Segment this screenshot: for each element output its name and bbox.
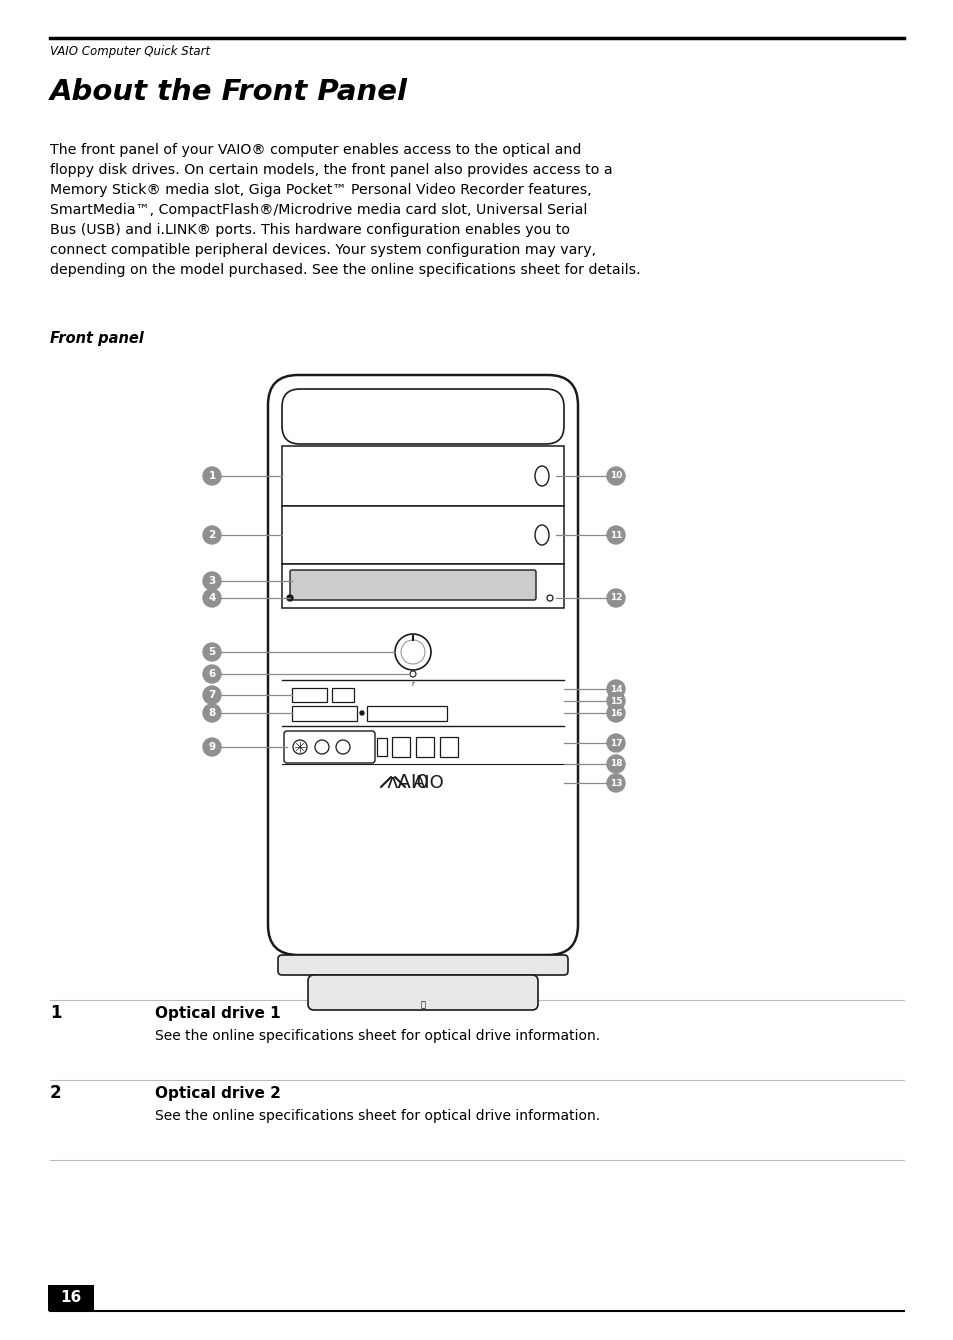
Text: 18: 18: [609, 760, 621, 769]
Text: 9: 9: [208, 742, 215, 752]
Text: See the online specifications sheet for optical drive information.: See the online specifications sheet for …: [154, 1110, 599, 1123]
Text: See the online specifications sheet for optical drive information.: See the online specifications sheet for …: [154, 1029, 599, 1043]
Bar: [332, 687, 354, 702]
Circle shape: [606, 468, 624, 485]
Text: 14: 14: [609, 685, 621, 694]
FancyBboxPatch shape: [290, 570, 536, 600]
Ellipse shape: [535, 466, 548, 486]
Circle shape: [287, 595, 293, 602]
Text: AIO: AIO: [413, 775, 444, 792]
Text: 8: 8: [208, 708, 215, 718]
Ellipse shape: [535, 525, 548, 545]
Text: 2: 2: [208, 531, 215, 540]
Circle shape: [203, 665, 221, 683]
Text: 16: 16: [60, 1290, 82, 1305]
Circle shape: [410, 671, 416, 677]
Circle shape: [203, 704, 221, 722]
Circle shape: [606, 734, 624, 752]
Circle shape: [203, 590, 221, 607]
Text: r: r: [411, 681, 414, 687]
Bar: [439, 737, 457, 757]
Text: 13: 13: [609, 779, 621, 788]
Text: VAIO Computer Quick Start: VAIO Computer Quick Start: [50, 46, 210, 58]
Text: 6: 6: [208, 669, 215, 679]
Text: 17: 17: [609, 738, 621, 748]
FancyBboxPatch shape: [308, 976, 537, 1010]
Text: 4: 4: [208, 594, 215, 603]
Bar: [282, 564, 563, 608]
Text: 3: 3: [208, 576, 215, 586]
Text: 1: 1: [50, 1004, 61, 1022]
FancyBboxPatch shape: [284, 732, 375, 762]
Text: 15: 15: [609, 697, 621, 705]
Circle shape: [606, 527, 624, 544]
Text: 2: 2: [50, 1084, 62, 1101]
Circle shape: [606, 754, 624, 773]
Bar: [367, 706, 447, 721]
Bar: [416, 737, 434, 757]
Circle shape: [359, 712, 364, 716]
Text: 12: 12: [609, 594, 621, 603]
Circle shape: [203, 572, 221, 590]
Text: 1: 1: [208, 470, 215, 481]
Bar: [292, 687, 327, 702]
Text: Optical drive 2: Optical drive 2: [154, 1085, 280, 1101]
Text: The front panel of your VAIO® computer enables access to the optical and
floppy : The front panel of your VAIO® computer e…: [50, 143, 640, 277]
Bar: [292, 706, 356, 721]
Text: Front panel: Front panel: [50, 331, 144, 346]
Bar: [376, 738, 387, 756]
Text: Optical drive 1: Optical drive 1: [154, 1006, 280, 1021]
FancyBboxPatch shape: [282, 389, 563, 444]
Text: 16: 16: [609, 709, 621, 717]
Circle shape: [606, 590, 624, 607]
Text: 10: 10: [609, 472, 621, 481]
Circle shape: [203, 643, 221, 661]
Bar: [282, 446, 563, 507]
Circle shape: [546, 595, 553, 602]
Text: About the Front Panel: About the Front Panel: [50, 78, 408, 106]
Text: ʌΑΙ0: ʌΑΙ0: [386, 773, 429, 792]
Circle shape: [335, 740, 350, 754]
Circle shape: [203, 527, 221, 544]
Circle shape: [203, 686, 221, 704]
Text: 11: 11: [609, 531, 621, 540]
Circle shape: [293, 740, 307, 754]
Circle shape: [606, 691, 624, 710]
Circle shape: [203, 738, 221, 756]
Text: 5: 5: [208, 647, 215, 657]
Circle shape: [606, 679, 624, 698]
Bar: [282, 507, 563, 564]
Text: 7: 7: [208, 690, 215, 699]
FancyBboxPatch shape: [268, 375, 578, 955]
Circle shape: [203, 468, 221, 485]
Circle shape: [606, 704, 624, 722]
FancyBboxPatch shape: [277, 955, 567, 976]
Circle shape: [314, 740, 329, 754]
Circle shape: [606, 775, 624, 792]
Text: 🔒: 🔒: [420, 1001, 425, 1009]
Circle shape: [395, 634, 431, 670]
Bar: [392, 737, 410, 757]
Bar: [48, 1285, 94, 1311]
Circle shape: [400, 641, 424, 665]
